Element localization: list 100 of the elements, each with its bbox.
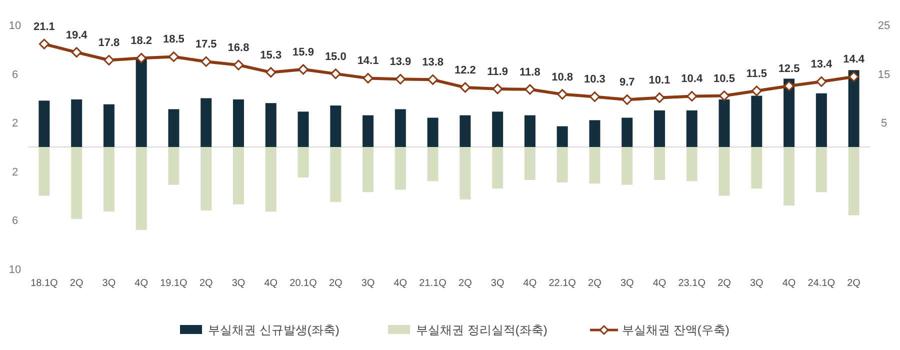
x-tick-label: 21.1Q bbox=[419, 278, 447, 289]
bar bbox=[622, 147, 633, 185]
bar bbox=[394, 109, 406, 147]
x-tick-label: 3Q bbox=[490, 278, 504, 289]
point bbox=[816, 76, 827, 87]
data-label: 19.4 bbox=[66, 29, 88, 42]
point bbox=[266, 67, 276, 78]
data-label: 10.1 bbox=[648, 74, 670, 87]
data-label: 11.5 bbox=[746, 68, 768, 80]
bar bbox=[136, 59, 147, 147]
bar bbox=[816, 93, 827, 147]
bar bbox=[168, 109, 180, 147]
x-tick-label: 2Q bbox=[847, 278, 861, 289]
point bbox=[784, 80, 794, 92]
x-tick-label: 4Q bbox=[134, 278, 148, 289]
bar bbox=[524, 115, 536, 147]
data-label: 17.8 bbox=[98, 37, 120, 50]
point bbox=[168, 51, 179, 62]
x-tick-label: 3Q bbox=[750, 278, 764, 289]
bar bbox=[460, 115, 471, 147]
data-label: 15.3 bbox=[260, 49, 282, 62]
point bbox=[460, 82, 470, 93]
point bbox=[492, 84, 503, 94]
y-tick-label: 6 bbox=[12, 215, 18, 228]
bar bbox=[330, 147, 342, 202]
data-label: 17.5 bbox=[195, 38, 217, 51]
y-tick-label: 6 bbox=[12, 68, 18, 81]
bar bbox=[686, 147, 698, 182]
bar bbox=[298, 112, 309, 147]
data-label: 14.1 bbox=[357, 55, 379, 68]
y-tick-label: 2 bbox=[12, 118, 18, 130]
data-label: 13.4 bbox=[810, 58, 834, 71]
bar bbox=[362, 147, 374, 192]
y2-tick-label: 5 bbox=[880, 118, 888, 130]
x-tick-label: 2Q bbox=[588, 278, 602, 289]
bar bbox=[556, 126, 568, 147]
y-tick-label: 10 bbox=[8, 264, 22, 276]
x-tick-label: 18.1Q bbox=[30, 278, 58, 289]
bar bbox=[427, 147, 438, 182]
x-tick-label: 3Q bbox=[232, 278, 246, 289]
data-label: 18.5 bbox=[163, 34, 184, 46]
point bbox=[362, 72, 374, 84]
x-tick-label: 2Q bbox=[199, 278, 214, 289]
bar bbox=[362, 115, 374, 147]
bar bbox=[265, 147, 276, 212]
x-tick-label: 3Q bbox=[102, 278, 116, 289]
bar bbox=[492, 112, 504, 147]
point bbox=[557, 89, 568, 100]
bar bbox=[718, 99, 730, 147]
point bbox=[71, 47, 82, 58]
point bbox=[298, 64, 309, 75]
data-label: 10.5 bbox=[714, 72, 735, 85]
point bbox=[395, 74, 406, 84]
bar bbox=[524, 147, 536, 180]
bar bbox=[848, 70, 860, 147]
bar bbox=[622, 118, 633, 147]
bar bbox=[265, 103, 276, 147]
bar bbox=[848, 147, 860, 216]
point bbox=[686, 91, 698, 102]
bar bbox=[71, 147, 82, 219]
x-tick-label: 3Q bbox=[620, 278, 634, 289]
y2-tick-label: 15 bbox=[878, 68, 890, 81]
bar bbox=[589, 120, 600, 147]
point bbox=[654, 92, 665, 103]
point bbox=[330, 68, 341, 80]
point bbox=[200, 56, 212, 67]
x-tick-label: 4Q bbox=[652, 278, 666, 289]
bar bbox=[751, 96, 762, 147]
legend-label: 부실채권 신규발생(좌축) bbox=[208, 323, 340, 337]
data-label: 10.4 bbox=[681, 73, 704, 86]
x-tick-label: 4Q bbox=[394, 278, 408, 289]
x-tick-label: 22.1Q bbox=[548, 278, 576, 289]
bar bbox=[71, 99, 82, 147]
data-label: 13.8 bbox=[422, 56, 444, 69]
x-tick-label: 20.1Q bbox=[290, 278, 318, 289]
data-label: 14.4 bbox=[843, 54, 866, 66]
bar bbox=[718, 147, 730, 196]
legend-label: 부실채권 잔액(우축) bbox=[622, 323, 730, 337]
data-label: 11.8 bbox=[520, 66, 540, 78]
bar bbox=[492, 147, 504, 188]
x-tick-label: 4Q bbox=[264, 278, 278, 289]
data-label: 15.0 bbox=[324, 50, 346, 63]
data-label: 18.2 bbox=[130, 35, 152, 48]
bar bbox=[136, 147, 147, 230]
x-tick-label: 19.1Q bbox=[160, 278, 188, 289]
bar bbox=[298, 147, 309, 178]
bar bbox=[751, 147, 762, 188]
x-tick-label: 2Q bbox=[70, 278, 84, 289]
point bbox=[719, 90, 730, 102]
bar bbox=[233, 147, 244, 204]
x-tick-label: 4Q bbox=[782, 278, 796, 289]
x-tick-label: 2Q bbox=[328, 278, 343, 289]
x-tick-label: 4Q bbox=[523, 278, 537, 289]
data-label: 10.8 bbox=[552, 71, 574, 84]
bar bbox=[686, 110, 698, 147]
bar bbox=[103, 147, 114, 212]
y-tick-label: 2 bbox=[12, 166, 18, 178]
bar bbox=[654, 110, 665, 147]
point bbox=[622, 94, 632, 105]
data-label: 10.3 bbox=[584, 74, 606, 86]
